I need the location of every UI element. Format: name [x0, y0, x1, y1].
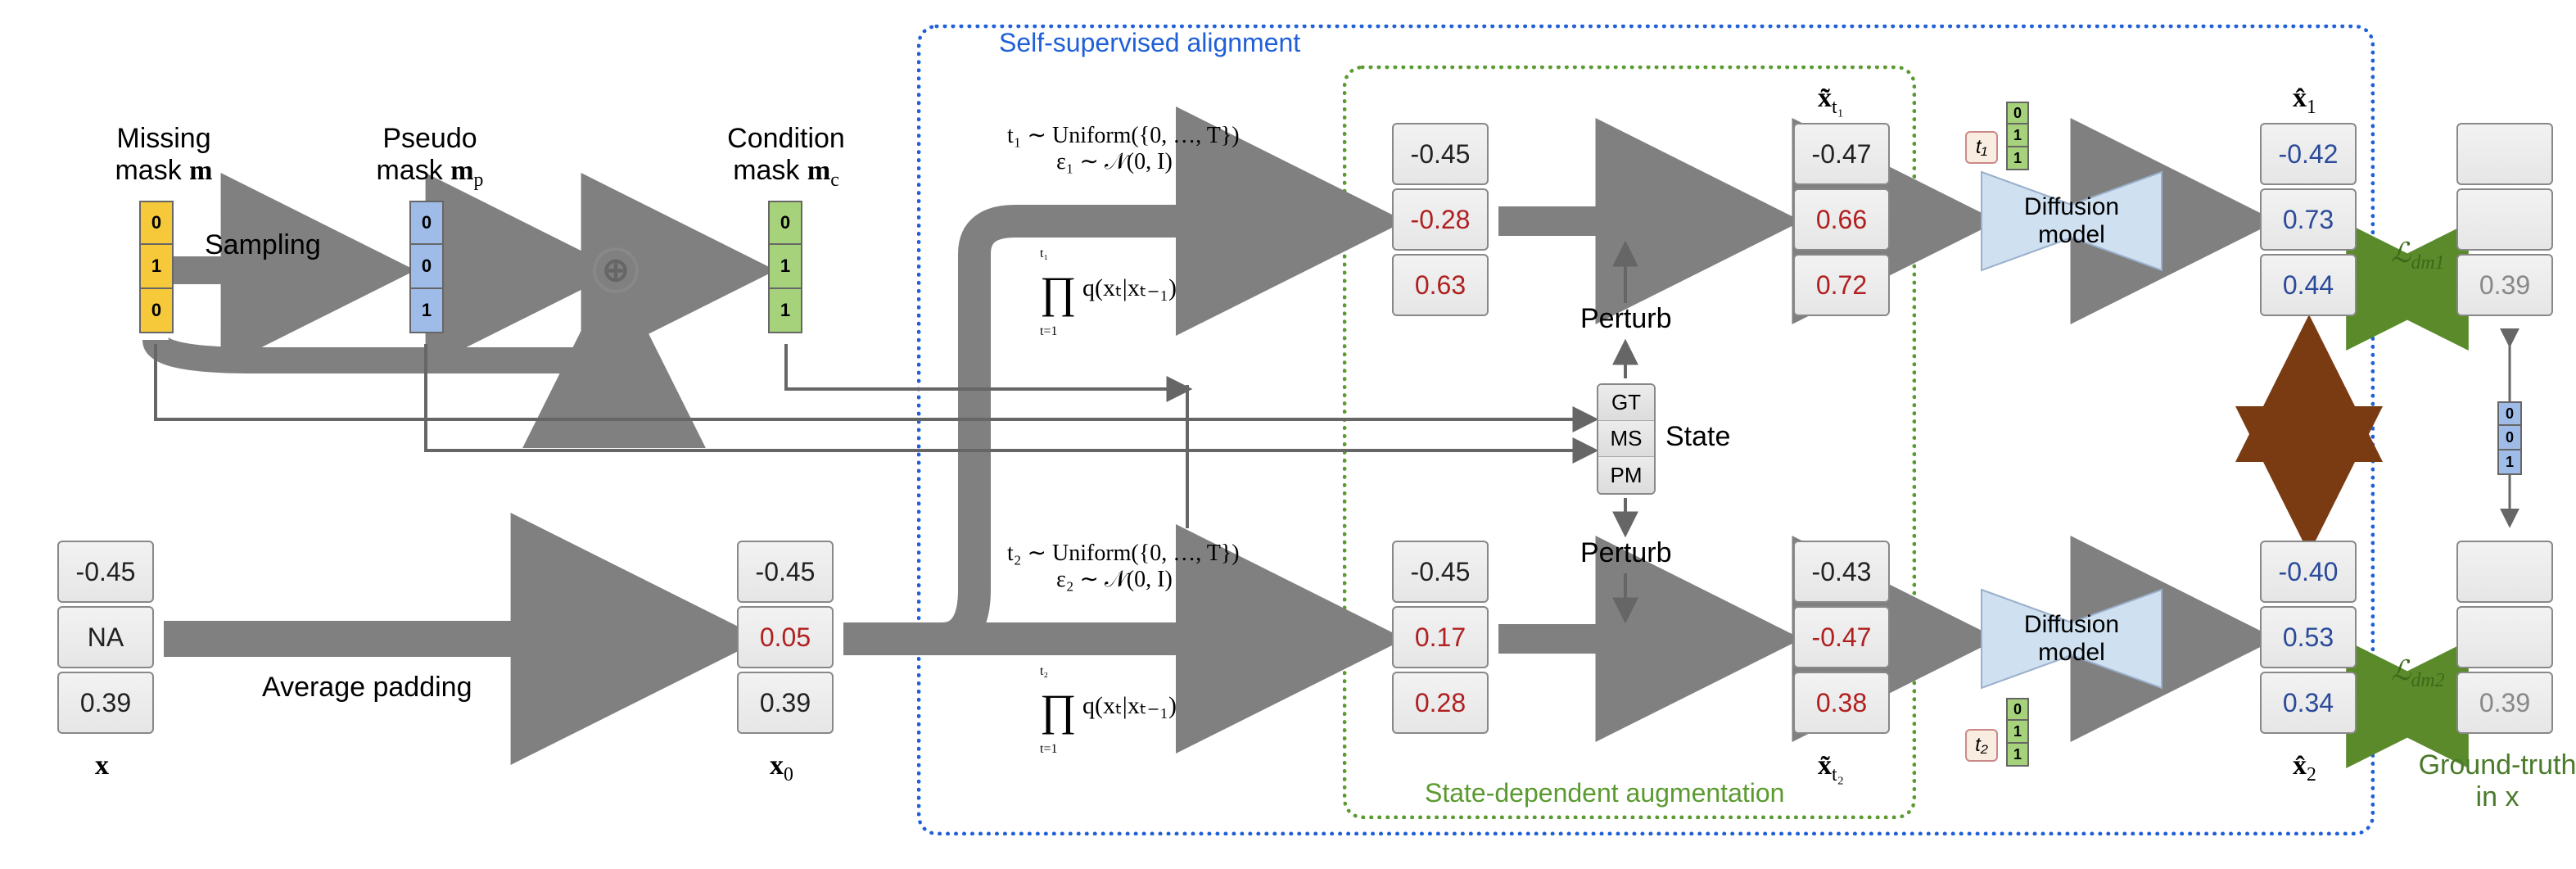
label-ldm2: ℒdm2: [2391, 655, 2444, 692]
vec-gt2: 0.39: [2456, 541, 2553, 734]
diffusion-model-bot: Diffusionmodel: [1982, 606, 2162, 672]
t2-badge: t₂: [1965, 729, 1998, 762]
label-lsa: ℒsa: [2334, 418, 2371, 455]
label-avg-padding: Average padding: [262, 672, 472, 704]
mini-mc-bot: 0 1 1: [2006, 698, 2029, 767]
op-xor: ⊕: [593, 247, 639, 293]
label-x: x: [95, 749, 109, 781]
diagram-canvas: Self-supervised alignment State-dependen…: [16, 16, 2560, 853]
vec-xhat2: -0.40 0.53 0.34: [2260, 541, 2357, 734]
mask-mp: 0 0 1: [409, 201, 444, 333]
vec-gt1: 0.39: [2456, 123, 2553, 316]
eq-t1-prod: t₁ ∏ q(xₜ|xₜ₋₁) t=1: [1040, 246, 1177, 342]
mini-mc-top: 0 1 1: [2006, 102, 2029, 170]
t1-badge: t₁: [1965, 131, 1998, 164]
label-pseudo-mask: Pseudomask mp: [344, 123, 516, 192]
label-condition-mask: Conditionmask mc: [696, 123, 876, 192]
mini-mp-right: 0 0 1: [2497, 401, 2522, 475]
vec-mid-t2: -0.45 0.17 0.28: [1392, 541, 1489, 734]
diffusion-model-top: Diffusionmodel: [1982, 188, 2162, 254]
label-ldm1: ℒdm1: [2391, 238, 2444, 274]
label-xt2-tilde: x̃t₂: [1818, 749, 1844, 786]
state-box: GT MS PM: [1597, 383, 1656, 495]
label-x0: x0: [770, 749, 793, 786]
label-xhat2: x̂2: [2293, 749, 2316, 786]
eq-t2: t₂ ∼ Uniform({0, …, T}) ε₂ ∼ 𝒩(0, I): [1007, 541, 1240, 593]
eq-t2-prod: t₂ ∏ q(xₜ|xₜ₋₁) t=1: [1040, 663, 1177, 760]
label-perturb-top: Perturb: [1580, 303, 1672, 335]
label-missing-mask: Missingmask m: [82, 123, 246, 187]
label-xt1-tilde: x̃t₁: [1818, 82, 1844, 119]
label-state: State: [1665, 421, 1730, 453]
vec-xt1: -0.47 0.66 0.72: [1793, 123, 1890, 316]
region-self-supervised-label: Self-supervised alignment: [999, 28, 1300, 58]
vec-x0: -0.45 0.05 0.39: [737, 541, 834, 734]
label-sampling: Sampling: [205, 229, 321, 261]
vec-xt2: -0.43 -0.47 0.38: [1793, 541, 1890, 734]
label-perturb-bot: Perturb: [1580, 537, 1672, 569]
mask-m: 0 1 0: [139, 201, 174, 333]
label-xhat1: x̂1: [2293, 82, 2316, 119]
vec-mid-t1: -0.45 -0.28 0.63: [1392, 123, 1489, 316]
mask-mc: 0 1 1: [768, 201, 802, 333]
eq-t1: t₁ ∼ Uniform({0, …, T}) ε₁ ∼ 𝒩(0, I): [1007, 123, 1240, 175]
vec-x: -0.45 NA 0.39: [57, 541, 154, 734]
region-state-aug-label: State-dependent augmentation: [1425, 778, 1784, 808]
vec-xhat1: -0.42 0.73 0.44: [2260, 123, 2357, 316]
label-groundtruth: Ground-truthin x: [2407, 749, 2576, 813]
